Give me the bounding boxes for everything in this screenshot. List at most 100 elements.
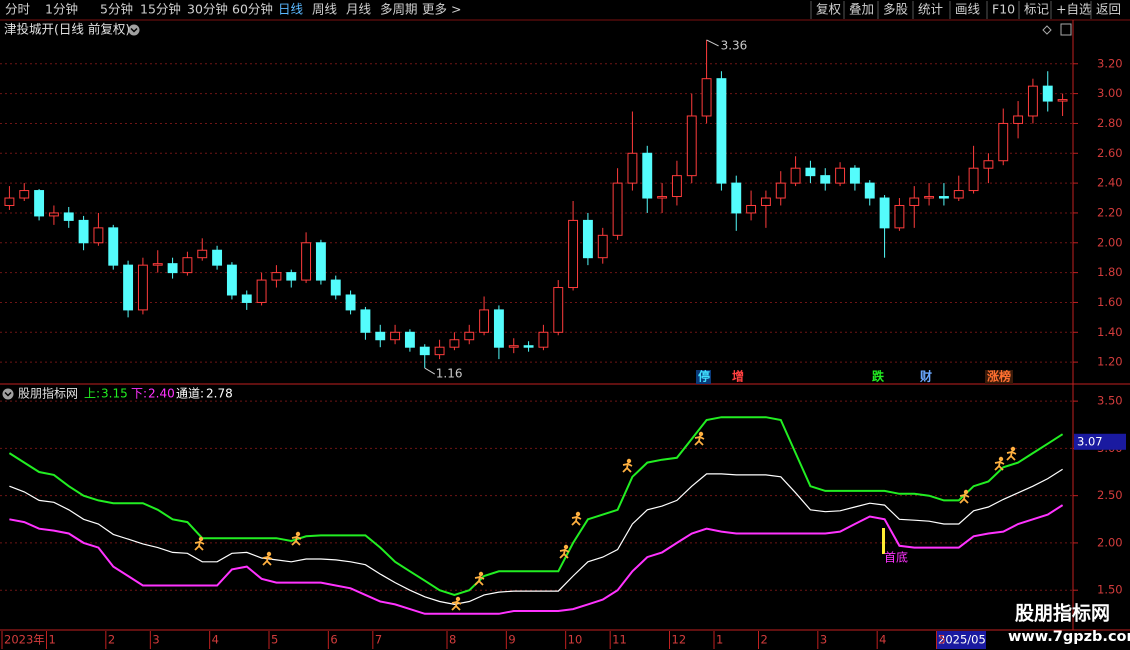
legend-label: 通道:: [176, 387, 204, 401]
signal-icon: [559, 548, 570, 559]
toolbar-button[interactable]: 日线: [278, 2, 304, 17]
title-menu-icon[interactable]: [128, 24, 140, 36]
y-tick-label: 1.50: [1097, 583, 1123, 597]
candle-body: [879, 197, 890, 229]
toolbar-button[interactable]: 多周期: [380, 2, 418, 17]
candle-body: [286, 272, 297, 281]
event-badge[interactable]: 增: [732, 369, 744, 384]
toolbar-button[interactable]: +自选: [1056, 2, 1092, 17]
candle-body: [731, 182, 742, 214]
indicator-menu-icon[interactable]: [2, 388, 14, 400]
toolbar-button[interactable]: 30分钟: [187, 2, 228, 17]
candle-body: [701, 78, 712, 117]
candle-body: [493, 309, 504, 348]
signal-icon: [1010, 446, 1016, 452]
max-annotation: 3.36: [721, 38, 748, 52]
candle-body: [998, 122, 1009, 162]
candle-body: [375, 331, 386, 341]
toolbar-button[interactable]: 5分钟: [100, 2, 133, 17]
x-tick-label: 12: [672, 633, 687, 647]
y-tick-label: 2.80: [1097, 116, 1123, 130]
signal-icon: [694, 435, 705, 446]
signal-icon: [575, 511, 581, 517]
diamond-icon[interactable]: [1042, 25, 1052, 35]
candle-body: [419, 346, 430, 356]
main-title: 津投城开(日线 前复权): [4, 22, 130, 37]
candle-body: [775, 182, 786, 199]
toolbar-button[interactable]: 60分钟: [232, 2, 273, 17]
event-badge[interactable]: 财: [919, 369, 932, 384]
y-tick-label: 3.50: [1097, 394, 1123, 408]
indicator-title: 股朋指标网: [18, 386, 78, 401]
candle-body: [4, 197, 15, 206]
y-tick-label: 1.80: [1097, 265, 1123, 279]
signal-icon: [295, 531, 301, 537]
signal-icon: [698, 431, 704, 437]
candle-body: [78, 219, 89, 244]
cursor-date-bg: [936, 631, 986, 649]
x-tick-label: 10: [568, 633, 583, 647]
toolbar-button[interactable]: 分时: [5, 2, 31, 17]
candle-body: [508, 345, 519, 348]
candle-body: [330, 279, 341, 296]
candle-body: [464, 331, 475, 341]
signal-icon: [963, 489, 969, 495]
candle-body: [968, 167, 979, 192]
toolbar-button[interactable]: 周线: [312, 2, 338, 17]
candle-body: [152, 263, 163, 266]
candle-body: [686, 115, 697, 177]
toolbar-button[interactable]: 叠加: [849, 2, 874, 17]
x-tick-label: 2023年: [4, 633, 45, 647]
x-tick-label: 5: [939, 633, 946, 647]
candle-body: [226, 264, 237, 296]
toolbar-button[interactable]: F10: [992, 2, 1015, 17]
x-tick-label: 7: [375, 633, 382, 647]
toolbar-button[interactable]: 返回: [1096, 2, 1121, 17]
candle-body: [449, 339, 460, 348]
candle-body: [360, 309, 371, 333]
candle-body: [404, 331, 415, 348]
indicator-line: [8, 416, 1064, 596]
x-tick-label: 1: [716, 633, 723, 647]
signal-icon: [451, 600, 462, 611]
candle-body: [671, 175, 682, 198]
candle-body: [597, 234, 608, 259]
candle-body: [820, 175, 831, 184]
toolbar-button[interactable]: 统计: [918, 2, 943, 17]
candle-body: [642, 152, 653, 199]
y-tick-label: 2.40: [1097, 176, 1123, 190]
panel-icon[interactable]: [1060, 23, 1072, 36]
event-badge[interactable]: 停: [698, 369, 710, 384]
candle-body: [182, 257, 193, 274]
candle-body: [983, 160, 994, 169]
x-tick-label: 3: [152, 633, 159, 647]
toolbar-button[interactable]: 画线: [955, 2, 981, 17]
candle-body: [538, 331, 549, 348]
candle-body: [835, 167, 846, 184]
toolbar-button[interactable]: 复权: [816, 2, 842, 17]
watermark-url: www.7gpzb.com: [1008, 629, 1130, 645]
indicator-line: [9, 504, 1064, 615]
toolbar-button[interactable]: 多股: [883, 2, 909, 17]
indicator-menu-arrow: [4, 391, 12, 397]
candle-body: [19, 190, 30, 199]
note-bar: [882, 528, 885, 554]
toolbar-button[interactable]: 更多 >: [422, 2, 461, 17]
candle-body: [256, 279, 267, 303]
toolbar-button[interactable]: 15分钟: [140, 2, 181, 17]
signal-icon: [474, 575, 485, 586]
cursor-date: 2025/05: [938, 633, 986, 647]
annotation-arrow: [424, 367, 436, 375]
event-badge[interactable]: 涨榜: [987, 369, 1011, 384]
x-tick-label: 9: [508, 633, 515, 647]
y-tick-label: 1.20: [1097, 355, 1123, 369]
toolbar-button[interactable]: 1分钟: [45, 2, 78, 17]
x-tick-label: 4: [879, 633, 886, 647]
event-badge[interactable]: 跌: [872, 369, 885, 384]
signal-icon: [194, 540, 205, 551]
toolbar-button[interactable]: 标记: [1024, 2, 1050, 17]
x-tick-label: 6: [330, 633, 337, 647]
toolbar-button[interactable]: 月线: [346, 2, 372, 17]
candle-body: [63, 212, 74, 221]
title-menu-arrow: [130, 27, 138, 33]
